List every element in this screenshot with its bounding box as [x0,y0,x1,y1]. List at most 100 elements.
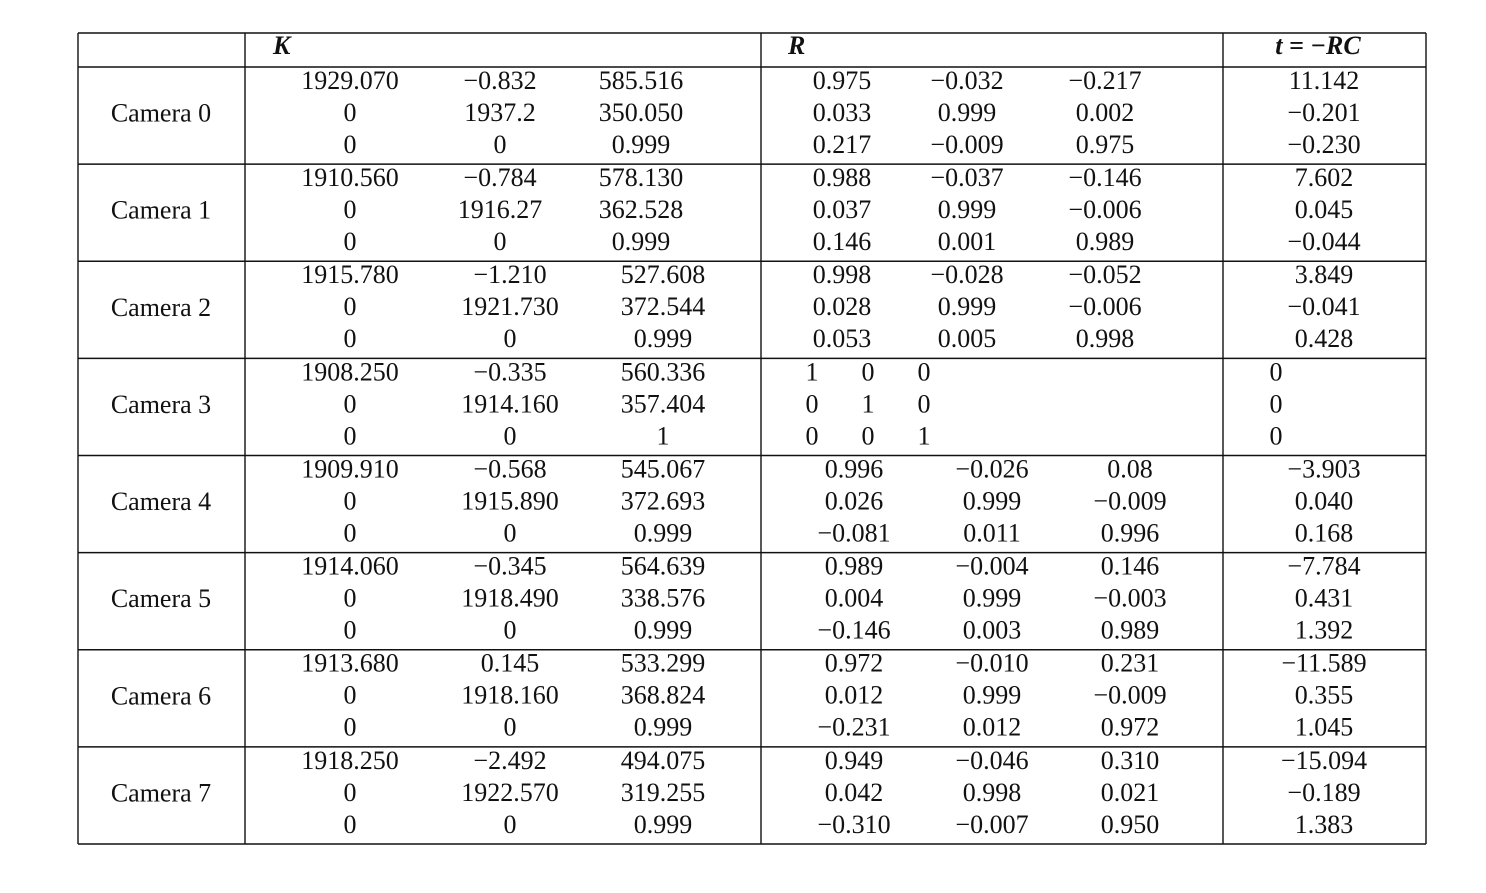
r-entry: 0.996 [825,454,884,483]
k-entry: 560.336 [621,357,706,386]
k-entry: −0.345 [473,552,546,581]
r-entry: 0.028 [813,292,872,321]
r-entry: 0.999 [938,98,997,127]
k-entry: 1914.060 [301,552,399,581]
r-entry: 0.975 [813,66,872,95]
r-entry: 0.012 [963,713,1022,742]
camera-name: Camera 3 [111,390,211,419]
k-entry: 0 [504,324,517,353]
k-entry: 368.824 [621,681,706,710]
r-entry: 0.231 [1101,649,1160,678]
r-entry: 0.996 [1101,518,1160,547]
t-entry: 1.392 [1295,616,1354,645]
r-entry: 0 [918,389,931,418]
camera-name: Camera 4 [111,487,211,516]
camera-name: Camera 0 [111,99,211,128]
r-entry: 0 [806,389,819,418]
r-entry: −0.026 [955,454,1028,483]
r-entry: 0.001 [938,227,997,256]
r-entry: −0.231 [817,713,890,742]
k-entry: 0 [504,713,517,742]
k-entry: 0 [344,778,357,807]
r-entry: −0.009 [930,130,1003,159]
r-entry: −0.009 [1093,681,1166,710]
k-entry: 0.999 [612,130,671,159]
k-entry: 0 [344,584,357,613]
camera-name: Camera 2 [111,293,211,322]
k-entry: 0 [344,713,357,742]
k-entry: 0.999 [634,713,693,742]
k-entry: 357.404 [621,389,706,418]
r-entry: 0.998 [963,778,1022,807]
t-entry: 0.428 [1295,324,1354,353]
k-entry: 545.067 [621,454,706,483]
t-entry: 0 [1270,421,1283,450]
r-entry: −0.032 [930,66,1003,95]
k-entry: 0.145 [481,649,540,678]
k-entry: 0 [344,486,357,515]
k-entry: 1910.560 [301,163,399,192]
k-entry: 1916.27 [458,195,543,224]
r-entry: 0.146 [1101,552,1160,581]
k-entry: 564.639 [621,552,706,581]
r-entry: 0.998 [1076,324,1135,353]
r-entry: −0.046 [955,746,1028,775]
r-entry: −0.004 [955,552,1028,581]
k-entry: 1914.160 [461,389,559,418]
k-entry: −1.210 [473,260,546,289]
r-entry: −0.003 [1093,584,1166,613]
r-entry: 0.08 [1107,454,1153,483]
r-entry: 0.998 [813,260,872,289]
k-entry: 0 [504,810,517,839]
k-entry: 0.999 [634,810,693,839]
k-entry: 0 [344,195,357,224]
r-entry: −0.052 [1068,260,1141,289]
r-entry: −0.006 [1068,292,1141,321]
k-entry: 350.050 [599,98,684,127]
k-entry: 578.130 [599,163,684,192]
r-entry: 0.053 [813,324,872,353]
r-entry: 0.146 [813,227,872,256]
header-cell: R [787,31,805,60]
r-entry: 0 [806,421,819,450]
r-entry: 0.037 [813,195,872,224]
k-entry: 0 [344,421,357,450]
t-entry: 0.431 [1295,584,1354,613]
header-cell: t = −RC [1275,31,1361,60]
k-entry: 319.255 [621,778,706,807]
t-entry: 1.045 [1295,713,1354,742]
r-entry: 1 [918,421,931,450]
r-entry: 0 [862,421,875,450]
k-entry: 0 [344,681,357,710]
t-entry: −0.041 [1287,292,1360,321]
k-entry: 338.576 [621,584,706,613]
r-entry: −0.009 [1093,486,1166,515]
t-entry: 1.383 [1295,810,1354,839]
camera-name: Camera 1 [111,196,211,225]
r-entry: 0.011 [963,518,1021,547]
t-entry: 0.040 [1295,486,1354,515]
k-entry: 0 [344,389,357,418]
t-entry: −11.589 [1281,649,1366,678]
r-entry: 0.999 [963,486,1022,515]
k-entry: 1915.780 [301,260,399,289]
t-entry: 0.168 [1295,518,1354,547]
k-entry: 494.075 [621,746,706,775]
k-entry: −0.568 [473,454,546,483]
k-entry: 372.693 [621,486,706,515]
t-entry: 3.849 [1295,260,1354,289]
k-entry: 0.999 [634,616,693,645]
r-entry: −0.007 [955,810,1028,839]
r-entry: 0.026 [825,486,884,515]
k-entry: 0 [344,98,357,127]
r-entry: −0.310 [817,810,890,839]
r-entry: −0.006 [1068,195,1141,224]
k-entry: 1915.890 [461,486,559,515]
k-entry: −0.784 [463,163,536,192]
r-entry: 0.012 [825,681,884,710]
t-entry: 0 [1270,357,1283,386]
t-entry: 11.142 [1289,66,1360,95]
k-entry: −0.335 [473,357,546,386]
